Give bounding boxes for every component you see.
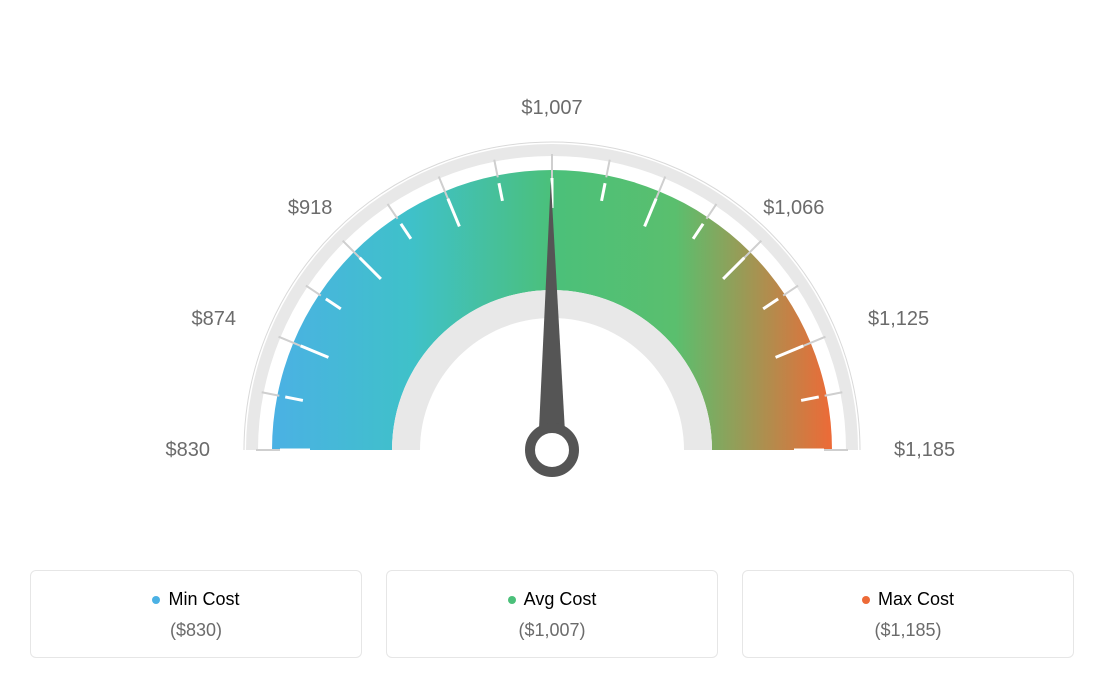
dot-icon xyxy=(508,596,516,604)
dot-icon xyxy=(152,596,160,604)
svg-text:$918: $918 xyxy=(288,197,333,219)
svg-text:$1,125: $1,125 xyxy=(868,308,929,330)
legend-value-max: ($1,185) xyxy=(753,620,1063,641)
legend-value-min: ($830) xyxy=(41,620,351,641)
gauge-svg: $830 $874 $918 $1,007 $1,066 $1,125 $1,185 xyxy=(20,20,1084,540)
cost-gauge-chart: $830 $874 $918 $1,007 $1,066 $1,125 $1,185 Min… xyxy=(20,20,1084,658)
svg-text:$1,007: $1,007 xyxy=(521,97,582,119)
legend-title-text: Min Cost xyxy=(168,589,239,610)
legend-title-min: Min Cost xyxy=(152,589,239,610)
legend-card-min: Min Cost ($830) xyxy=(30,570,362,658)
legend-value-avg: ($1,007) xyxy=(397,620,707,641)
svg-text:$830: $830 xyxy=(166,439,211,461)
legend-card-max: Max Cost ($1,185) xyxy=(742,570,1074,658)
svg-text:$1,066: $1,066 xyxy=(763,197,824,219)
dot-icon xyxy=(862,596,870,604)
legend-title-text: Avg Cost xyxy=(524,589,597,610)
legend-title-avg: Avg Cost xyxy=(508,589,597,610)
legend-title-text: Max Cost xyxy=(878,589,954,610)
svg-text:$1,185: $1,185 xyxy=(894,439,955,461)
svg-text:$874: $874 xyxy=(192,308,237,330)
legend-card-avg: Avg Cost ($1,007) xyxy=(386,570,718,658)
legend-row: Min Cost ($830) Avg Cost ($1,007) Max Co… xyxy=(20,570,1084,658)
legend-title-max: Max Cost xyxy=(862,589,954,610)
